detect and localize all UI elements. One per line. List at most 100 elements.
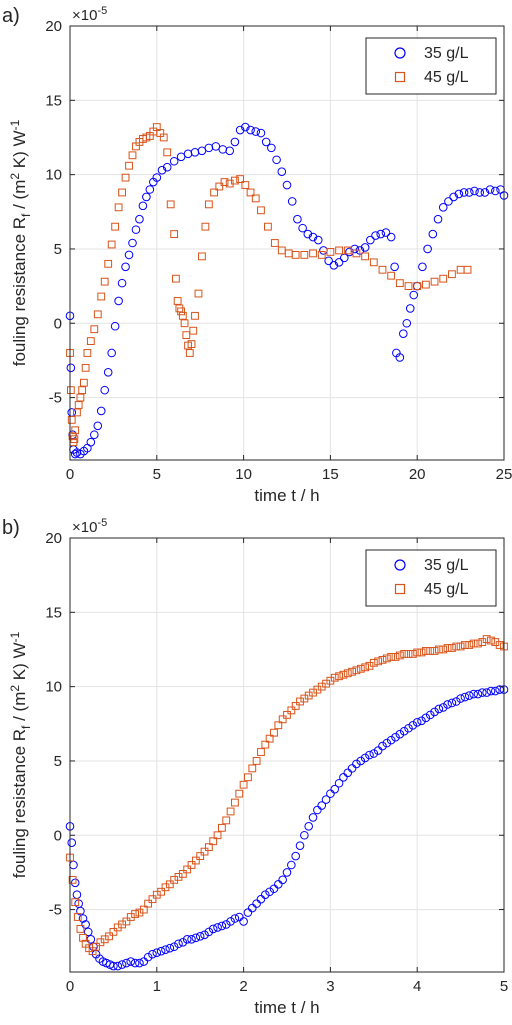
data-point-square <box>166 200 175 209</box>
data-point-square <box>287 706 296 715</box>
data-point-square <box>339 670 348 679</box>
data-point-square <box>226 807 235 816</box>
data-point-circle <box>395 353 405 362</box>
exponent-power: -5 <box>97 517 107 529</box>
series-1 <box>66 635 508 956</box>
data-point-square <box>270 728 278 737</box>
data-point-circle <box>291 851 300 861</box>
y-tick-label: 5 <box>54 241 62 258</box>
data-point-square <box>111 222 120 231</box>
data-point-circle <box>96 406 106 416</box>
data-point-square <box>374 657 383 666</box>
data-point-square <box>343 246 352 255</box>
data-point-square <box>76 924 85 933</box>
data-point-square <box>90 325 99 334</box>
data-point-circle <box>334 778 344 788</box>
axes-box <box>69 537 505 973</box>
data-point-square <box>348 667 357 676</box>
data-point-circle <box>182 935 192 944</box>
data-point-square <box>378 265 387 274</box>
y-tick-label: 10 <box>45 167 62 184</box>
data-point-circle <box>381 228 391 237</box>
data-point-circle <box>81 920 90 929</box>
data-point-circle <box>304 822 314 831</box>
data-point-circle <box>152 948 162 957</box>
data-point-square <box>236 175 245 183</box>
y-label-part: f <box>19 213 33 217</box>
data-point-circle <box>326 789 335 798</box>
x-tick-label: 15 <box>322 466 339 483</box>
data-point-circle <box>382 738 392 748</box>
data-point-square <box>235 789 244 798</box>
data-point-square <box>178 311 187 320</box>
data-point-square <box>73 408 81 417</box>
axes-box <box>69 25 505 461</box>
data-point-circle <box>405 304 415 313</box>
data-point-circle <box>373 746 383 755</box>
data-point-circle <box>360 243 370 252</box>
data-point-square <box>76 393 85 402</box>
data-point-circle <box>421 713 431 723</box>
data-point-circle <box>444 197 453 206</box>
data-point-circle <box>243 908 253 917</box>
legend-label: 45 g/L <box>424 69 469 86</box>
x-tick-label: 4 <box>413 978 421 995</box>
data-point-circle <box>78 914 88 923</box>
data-point-circle <box>486 686 496 696</box>
data-point-circle <box>261 890 270 900</box>
data-point-circle <box>251 127 261 136</box>
data-point-circle <box>165 943 175 953</box>
data-point-circle <box>267 143 276 153</box>
data-point-square <box>448 644 456 652</box>
x-axis-label: time t / h <box>254 998 319 1017</box>
data-point-square <box>361 252 370 261</box>
data-point-circle <box>269 884 279 894</box>
data-point-circle <box>239 917 248 926</box>
data-point-square <box>201 222 210 231</box>
data-point-square <box>173 297 182 305</box>
data-point-square <box>78 386 87 395</box>
data-point-circle <box>433 214 443 224</box>
data-point-square <box>178 870 187 878</box>
data-point-square <box>443 644 452 652</box>
data-point-square <box>93 310 102 319</box>
data-point-circle <box>208 924 218 934</box>
data-point-circle <box>428 229 438 239</box>
data-point-circle <box>93 421 103 431</box>
x-tick-label: 5 <box>153 466 161 483</box>
data-point-circle <box>169 942 179 952</box>
y-label-part: -1 <box>8 631 22 642</box>
data-point-square <box>109 927 118 936</box>
data-point-square <box>465 641 474 649</box>
data-point-square <box>448 270 456 279</box>
y-label-part: K) W <box>10 130 29 173</box>
data-point-square <box>100 277 109 286</box>
data-point-circle <box>343 768 353 778</box>
data-point-circle <box>399 726 409 736</box>
data-point-circle <box>114 296 123 306</box>
data-point-circle <box>247 903 257 913</box>
data-point-circle <box>187 935 196 944</box>
data-point-square <box>189 326 198 335</box>
y-tick-label: 0 <box>54 827 62 844</box>
data-point-square <box>487 636 495 645</box>
data-point-circle <box>157 165 167 175</box>
data-point-square <box>148 895 157 904</box>
data-point-square <box>67 415 76 424</box>
data-point-square <box>107 240 116 249</box>
data-point-circle <box>195 932 205 941</box>
data-point-circle <box>447 698 457 708</box>
data-point-square <box>239 780 248 789</box>
data-point-square <box>210 188 218 197</box>
data-point-square <box>213 831 222 840</box>
y-label-part: / (m <box>10 180 29 214</box>
data-point-square <box>122 917 131 926</box>
legend-marker-square <box>394 71 406 83</box>
data-point-square <box>171 274 180 283</box>
data-point-circle <box>495 685 504 694</box>
data-point-circle <box>475 188 484 197</box>
data-point-circle <box>211 142 221 151</box>
data-point-circle <box>417 716 426 726</box>
data-point-circle <box>386 232 396 242</box>
